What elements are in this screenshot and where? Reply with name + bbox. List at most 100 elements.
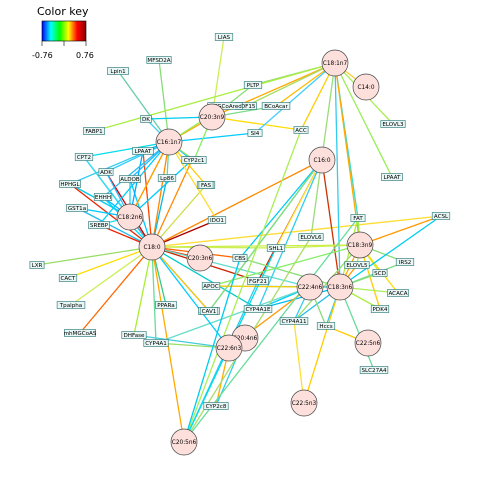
node-text: C18:1n7	[323, 61, 348, 67]
gene-box	[380, 120, 406, 128]
node-circle	[352, 73, 380, 101]
node-c16-1n7: C16:1n7	[155, 128, 183, 156]
color-key-max-label: 0.76	[76, 51, 94, 60]
node-text: C16:1n7	[157, 140, 182, 146]
edge-c18-0-lxr	[36, 246, 153, 266]
gene-text: LXR	[32, 263, 43, 269]
gene-box	[74, 153, 94, 161]
gene-box	[359, 366, 389, 374]
gene-text: APOC	[203, 284, 219, 290]
gene-box	[119, 175, 141, 183]
gene-label-dhfase: DHFase	[121, 331, 147, 339]
edge-c16-0-shl1	[275, 159, 323, 249]
gene-label-adk: ADK	[98, 168, 114, 176]
gene-label-tpalpha: Tpalpha	[56, 301, 86, 309]
edge-c16-1n7-ido1	[168, 141, 218, 221]
edge-c18-0-acsl	[151, 215, 442, 248]
gene-text: IDO1	[210, 218, 224, 224]
edge-c20-3n9-acc	[211, 116, 302, 131]
gene-text: Lpin1	[110, 69, 126, 75]
edge-c16-1n7-srebp	[98, 141, 170, 226]
gene-box	[146, 56, 172, 64]
edge-c18-0-mhmgcoas	[79, 246, 153, 334]
node-circle	[346, 231, 374, 259]
gene-box	[58, 274, 78, 282]
gene-text: SLC27A4	[361, 368, 387, 374]
gene-box	[266, 244, 286, 252]
gene-text: ACACA	[388, 291, 407, 297]
edge-c18-0-tpalpha	[70, 246, 153, 306]
edge-c18-0-lpaat2	[142, 150, 153, 248]
gene-box	[93, 193, 113, 201]
gene-label-cyp4a1e: CYP4A1E	[243, 305, 273, 313]
gene-label-ehhh: EHHH	[93, 193, 113, 201]
gene-box	[350, 214, 366, 222]
gene-box	[298, 233, 324, 241]
gene-box	[140, 115, 152, 123]
gene-box	[181, 156, 207, 164]
gene-label-cact: CACT	[58, 274, 78, 282]
edge-c16-1n7-lpin1	[117, 70, 170, 143]
gene-text: ALDOB	[120, 177, 140, 183]
gene-text: CBS	[234, 256, 246, 262]
gene-label-lpaat: LPAAT	[381, 173, 403, 181]
node-c20-3n6: C20:3n6	[186, 244, 214, 272]
gene-text: CYP4A11	[281, 319, 307, 325]
gene-box	[243, 81, 263, 89]
gene-box	[293, 126, 309, 134]
gene-label-cbs: CBS	[232, 254, 248, 262]
edge-c18-0-adrp	[151, 159, 193, 248]
node-c22-4n6: C22:4n6	[296, 273, 324, 301]
gene-text: GDF15	[237, 104, 256, 110]
gene-box	[243, 305, 273, 313]
gene-text: CPT2	[77, 155, 91, 161]
node-c18-2n6: C18:2n6	[116, 203, 144, 231]
edge-c16-1n7-c18-2n6	[129, 141, 170, 218]
node-circle	[354, 329, 382, 357]
gene-label-si4: SI4	[247, 129, 263, 137]
node-c20-3n9: C20:3n9	[198, 103, 226, 131]
node-text: C18:3n9	[348, 243, 373, 249]
gene-label-mfsd2a: MFSD2A	[146, 56, 172, 64]
edge-c18-0-dhfase	[133, 246, 153, 336]
gene-box	[372, 269, 388, 277]
gene-text: SCD	[374, 271, 386, 277]
gene-text: LIAS	[218, 35, 231, 41]
node-c14-0: C14:0	[352, 73, 380, 101]
gene-text: EHHH	[95, 195, 111, 201]
gene-box	[107, 67, 129, 75]
edge-c22-6n3-c18-0	[151, 246, 230, 349]
gene-label-lp86: Lp86	[157, 174, 177, 182]
gene-text: SHL1	[269, 246, 284, 252]
gene-text: FABP1	[85, 129, 103, 135]
gene-text: GST1a	[68, 206, 86, 212]
gene-label-pdk4: PDK4	[370, 305, 390, 313]
gene-box	[198, 181, 214, 189]
edge-c16-0-c18-3n6	[321, 159, 341, 288]
gene-box	[199, 307, 219, 315]
gene-box	[395, 258, 415, 266]
edge-c18-1n7-fabp1	[93, 62, 336, 132]
node-text: C22:5n6	[356, 341, 381, 347]
edge-c18-0-cyp4a1e	[151, 246, 259, 310]
gene-label-mhmgcoas: mhMGCoAS	[64, 329, 97, 337]
gene-text: ELOVL5	[346, 263, 368, 269]
gene-label-srebp: SREBP	[88, 221, 110, 229]
gene-box	[66, 204, 88, 212]
gene-text: ACC	[295, 128, 307, 134]
gene-label-fgf21: FGF21	[247, 277, 269, 285]
node-circle	[215, 334, 243, 362]
fatty-acid-nodes: C18:1n7 C14:0 C20:3n9 C16:1n7 C18:2n6 C20:4n6…	[116, 49, 382, 456]
edge-c18-1n7-c18-3n6	[334, 62, 341, 288]
node-c20-5n6: C20:5n6	[170, 428, 198, 456]
edge-c18-3n9-c18-0	[151, 244, 361, 248]
gene-label-lias: LIAS	[214, 33, 234, 41]
gene-box	[214, 33, 234, 41]
gene-box	[132, 147, 154, 155]
edge-c22-4n6-cyp4a1	[155, 286, 311, 344]
gene-label-hphgl: HPHGL	[59, 180, 81, 188]
gene-text: ACSL	[434, 214, 449, 220]
gene-text: ELOVL6	[300, 235, 322, 241]
edge-c18-0-c16-1n7	[151, 141, 170, 248]
